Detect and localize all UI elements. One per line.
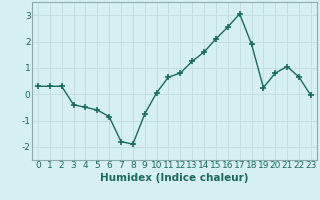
- X-axis label: Humidex (Indice chaleur): Humidex (Indice chaleur): [100, 173, 249, 183]
